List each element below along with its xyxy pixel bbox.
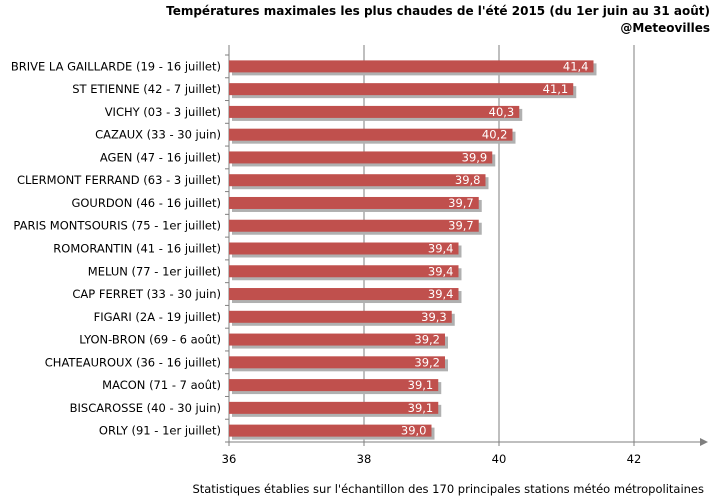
category-label: CHATEAUROUX (36 - 16 juillet) xyxy=(45,355,221,369)
x-axis-arrow xyxy=(700,438,708,446)
category-label: LYON-BRON (69 - 6 août) xyxy=(79,333,221,347)
category-label: PARIS MONTSOURIS (75 - 1er juillet) xyxy=(13,219,221,233)
bar xyxy=(229,265,459,278)
x-tick-label-36: 36 xyxy=(222,452,237,466)
category-label: BRIVE LA GAILLARDE (19 - 16 juillet) xyxy=(11,59,221,73)
category-label: GOURDON (46 - 16 juillet) xyxy=(71,196,221,210)
category-label: BISCAROSSE (40 - 30 juin) xyxy=(70,401,221,415)
category-label: FIGARI (2A - 19 juillet) xyxy=(94,310,221,324)
bar xyxy=(229,401,439,414)
category-label: MELUN (77 - 1er juillet) xyxy=(88,264,221,278)
bar-value-label: 39,4 xyxy=(428,264,454,278)
bar xyxy=(229,196,479,209)
chart-title: Températures maximales les plus chaudes … xyxy=(166,4,710,18)
bar-value-label: 39,2 xyxy=(414,333,440,347)
bar xyxy=(229,219,479,232)
bar-chart: 36 38 40 42 41,4 BRIVE LA GAILLARDE (19 - 16 … xyxy=(11,45,708,466)
category-label: ORLY (91 - 1er juillet) xyxy=(99,424,221,438)
bar-value-label: 39,2 xyxy=(414,355,440,369)
category-label: VICHY (03 - 3 juillet) xyxy=(105,105,221,119)
bar-value-label: 39,7 xyxy=(448,196,474,210)
x-tick-label-40: 40 xyxy=(492,452,507,466)
chart-footnote: Statistiques établies sur l'échantillon … xyxy=(192,482,704,496)
category-label: CAZAUX (33 - 30 juin) xyxy=(95,128,221,142)
chart-subtitle: @Meteovilles xyxy=(620,21,710,35)
category-label: MACON (71 - 7 août) xyxy=(102,378,221,392)
bar xyxy=(229,310,452,323)
bar-value-label: 41,4 xyxy=(563,59,589,73)
bar-value-label: 39,3 xyxy=(421,310,447,324)
bar xyxy=(229,424,432,437)
bar-value-label: 40,2 xyxy=(482,128,508,142)
bar xyxy=(229,151,493,164)
bar xyxy=(229,288,459,301)
category-label: ROMORANTIN (41 - 16 juillet) xyxy=(53,242,221,256)
x-tick-label-38: 38 xyxy=(357,452,372,466)
bar-value-label: 39,4 xyxy=(428,287,454,301)
x-tick-label-42: 42 xyxy=(627,452,642,466)
bar-value-label: 40,3 xyxy=(489,105,515,119)
bar-value-label: 39,8 xyxy=(455,173,481,187)
bar-value-label: 39,1 xyxy=(408,401,434,415)
bar xyxy=(229,356,445,369)
bar xyxy=(229,105,520,118)
category-label: AGEN (47 - 16 juillet) xyxy=(100,150,221,164)
bar xyxy=(229,379,439,392)
bar xyxy=(229,174,486,187)
category-label: ST ETIENNE (42 - 7 juillet) xyxy=(72,82,221,96)
chart-title-block: Températures maximales les plus chaudes … xyxy=(150,3,710,37)
bar xyxy=(229,333,445,346)
bar xyxy=(229,60,594,73)
bar-value-label: 39,1 xyxy=(408,378,434,392)
bar-value-label: 39,9 xyxy=(462,150,488,164)
bar-value-label: 39,0 xyxy=(401,424,427,438)
bar xyxy=(229,83,574,96)
category-label: CLERMONT FERRAND (63 - 3 juillet) xyxy=(17,173,221,187)
bar-value-label: 39,7 xyxy=(448,219,474,233)
category-label: CAP FERRET (33 - 30 juin) xyxy=(72,287,221,301)
bar xyxy=(229,128,513,141)
bar xyxy=(229,242,459,255)
bar-value-label: 41,1 xyxy=(543,82,569,96)
bar-value-label: 39,4 xyxy=(428,242,454,256)
